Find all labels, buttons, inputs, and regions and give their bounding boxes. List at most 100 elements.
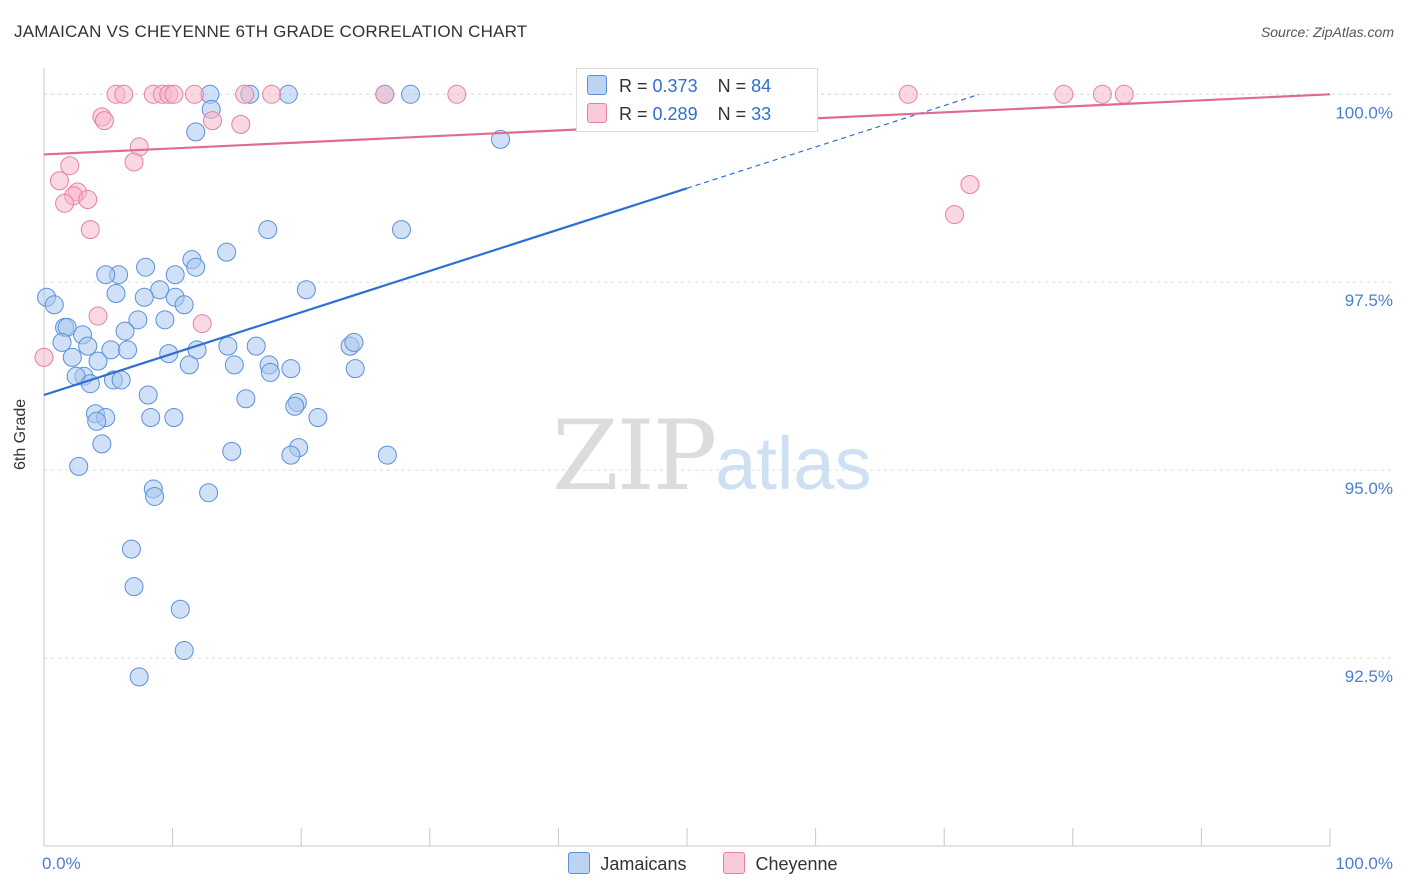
- point-jamaicans: [138, 385, 158, 405]
- point-jamaicans: [128, 310, 148, 330]
- point-jamaicans: [222, 441, 242, 461]
- point-jamaicans: [62, 347, 82, 367]
- legend-r-value: 0.373: [652, 76, 698, 96]
- point-cheyenne: [375, 84, 395, 104]
- point-cheyenne: [202, 111, 222, 131]
- point-cheyenne: [49, 171, 69, 191]
- x-tick-label: 100.0%: [1335, 854, 1393, 873]
- point-jamaicans: [246, 336, 266, 356]
- legend-r-label: R =: [619, 104, 648, 124]
- point-jamaicans: [170, 599, 190, 619]
- trendline-jamaicans: [43, 187, 688, 397]
- point-jamaicans: [186, 122, 206, 142]
- legend-n-label: N =: [717, 76, 747, 96]
- point-cheyenne: [94, 111, 114, 131]
- y-tick-label: 100.0%: [1335, 103, 1393, 122]
- point-cheyenne: [184, 84, 204, 104]
- point-cheyenne: [1114, 84, 1134, 104]
- legend-swatch-blue: [587, 75, 607, 95]
- point-jamaicans: [52, 332, 72, 352]
- point-jamaicans: [136, 257, 156, 277]
- legend-n-label: N =: [717, 104, 747, 124]
- point-cheyenne: [235, 84, 255, 104]
- legend-swatch-blue: [568, 852, 591, 874]
- legend-r-value: 0.289: [652, 104, 698, 124]
- point-jamaicans: [118, 340, 138, 360]
- point-jamaicans: [236, 389, 256, 409]
- point-jamaicans: [218, 336, 238, 356]
- point-jamaicans: [392, 220, 412, 240]
- point-jamaicans: [174, 295, 194, 315]
- point-cheyenne: [34, 347, 54, 367]
- point-jamaicans: [281, 445, 301, 465]
- point-jamaicans: [199, 483, 219, 503]
- point-jamaicans: [285, 396, 305, 416]
- point-cheyenne: [88, 306, 108, 326]
- legend-row-jamaicans: R = 0.373 N = 84: [587, 75, 771, 99]
- point-jamaicans: [111, 370, 131, 390]
- legend-n-value: 84: [751, 76, 772, 96]
- watermark: ZIPatlas: [552, 400, 872, 512]
- point-jamaicans: [106, 284, 126, 304]
- legend-n-value: 33: [751, 104, 772, 124]
- point-jamaicans: [401, 84, 421, 104]
- point-jamaicans: [260, 362, 280, 382]
- point-cheyenne: [192, 314, 212, 334]
- point-cheyenne: [898, 84, 918, 104]
- point-cheyenne: [114, 84, 134, 104]
- point-cheyenne: [60, 156, 80, 176]
- y-tick-label: 97.5%: [1345, 291, 1393, 310]
- point-jamaicans: [87, 411, 107, 431]
- point-jamaicans: [134, 287, 154, 307]
- correlation-legend: R = 0.373 N = 84 R = 0.289 N = 33: [576, 68, 818, 132]
- point-jamaicans: [186, 257, 206, 277]
- point-cheyenne: [164, 84, 184, 104]
- point-cheyenne: [262, 84, 282, 104]
- point-jamaicans: [164, 408, 184, 428]
- point-jamaicans: [281, 359, 301, 379]
- point-cheyenne: [124, 152, 144, 172]
- watermark-atlas: atlas: [715, 422, 872, 505]
- source-label: Source: ZipAtlas.com: [1260, 24, 1394, 40]
- point-jamaicans: [44, 295, 64, 315]
- y-tick-label: 95.0%: [1345, 479, 1393, 498]
- legend-swatch-pink: [587, 103, 607, 123]
- trendline-extension-jamaicans: [686, 93, 980, 189]
- point-jamaicans: [78, 336, 98, 356]
- point-jamaicans: [145, 486, 165, 506]
- point-jamaicans: [491, 129, 511, 149]
- point-cheyenne: [78, 190, 98, 210]
- chart-title: JAMAICAN VS CHEYENNE 6TH GRADE CORRELATI…: [14, 22, 528, 41]
- point-jamaicans: [121, 539, 141, 559]
- point-cheyenne: [447, 84, 467, 104]
- point-jamaicans: [141, 408, 161, 428]
- point-jamaicans: [129, 667, 149, 687]
- point-jamaicans: [344, 332, 364, 352]
- point-jamaicans: [150, 280, 170, 300]
- point-jamaicans: [224, 355, 244, 375]
- point-jamaicans: [179, 355, 199, 375]
- watermark-zip: ZIP: [552, 400, 717, 512]
- legend-r-label: R =: [619, 76, 648, 96]
- point-cheyenne: [1054, 84, 1074, 104]
- point-cheyenne: [80, 220, 100, 240]
- point-jamaicans: [258, 220, 278, 240]
- legend-label-cheyenne: Cheyenne: [755, 854, 838, 874]
- legend-label-jamaicans: Jamaicans: [600, 854, 687, 874]
- legend-row-cheyenne: R = 0.289 N = 33: [587, 103, 771, 127]
- y-tick-label: 92.5%: [1345, 667, 1393, 686]
- point-cheyenne: [55, 193, 75, 213]
- point-jamaicans: [124, 577, 144, 597]
- legend-item-jamaicans: Jamaicans: [568, 852, 686, 875]
- point-jamaicans: [159, 344, 179, 364]
- point-cheyenne: [960, 175, 980, 195]
- x-tick-label: 0.0%: [42, 854, 81, 873]
- point-jamaicans: [174, 641, 194, 661]
- point-cheyenne: [944, 205, 964, 225]
- point-cheyenne: [1092, 84, 1112, 104]
- point-jamaicans: [296, 280, 316, 300]
- legend-item-cheyenne: Cheyenne: [723, 852, 838, 875]
- point-jamaicans: [88, 351, 108, 371]
- point-jamaicans: [96, 265, 116, 285]
